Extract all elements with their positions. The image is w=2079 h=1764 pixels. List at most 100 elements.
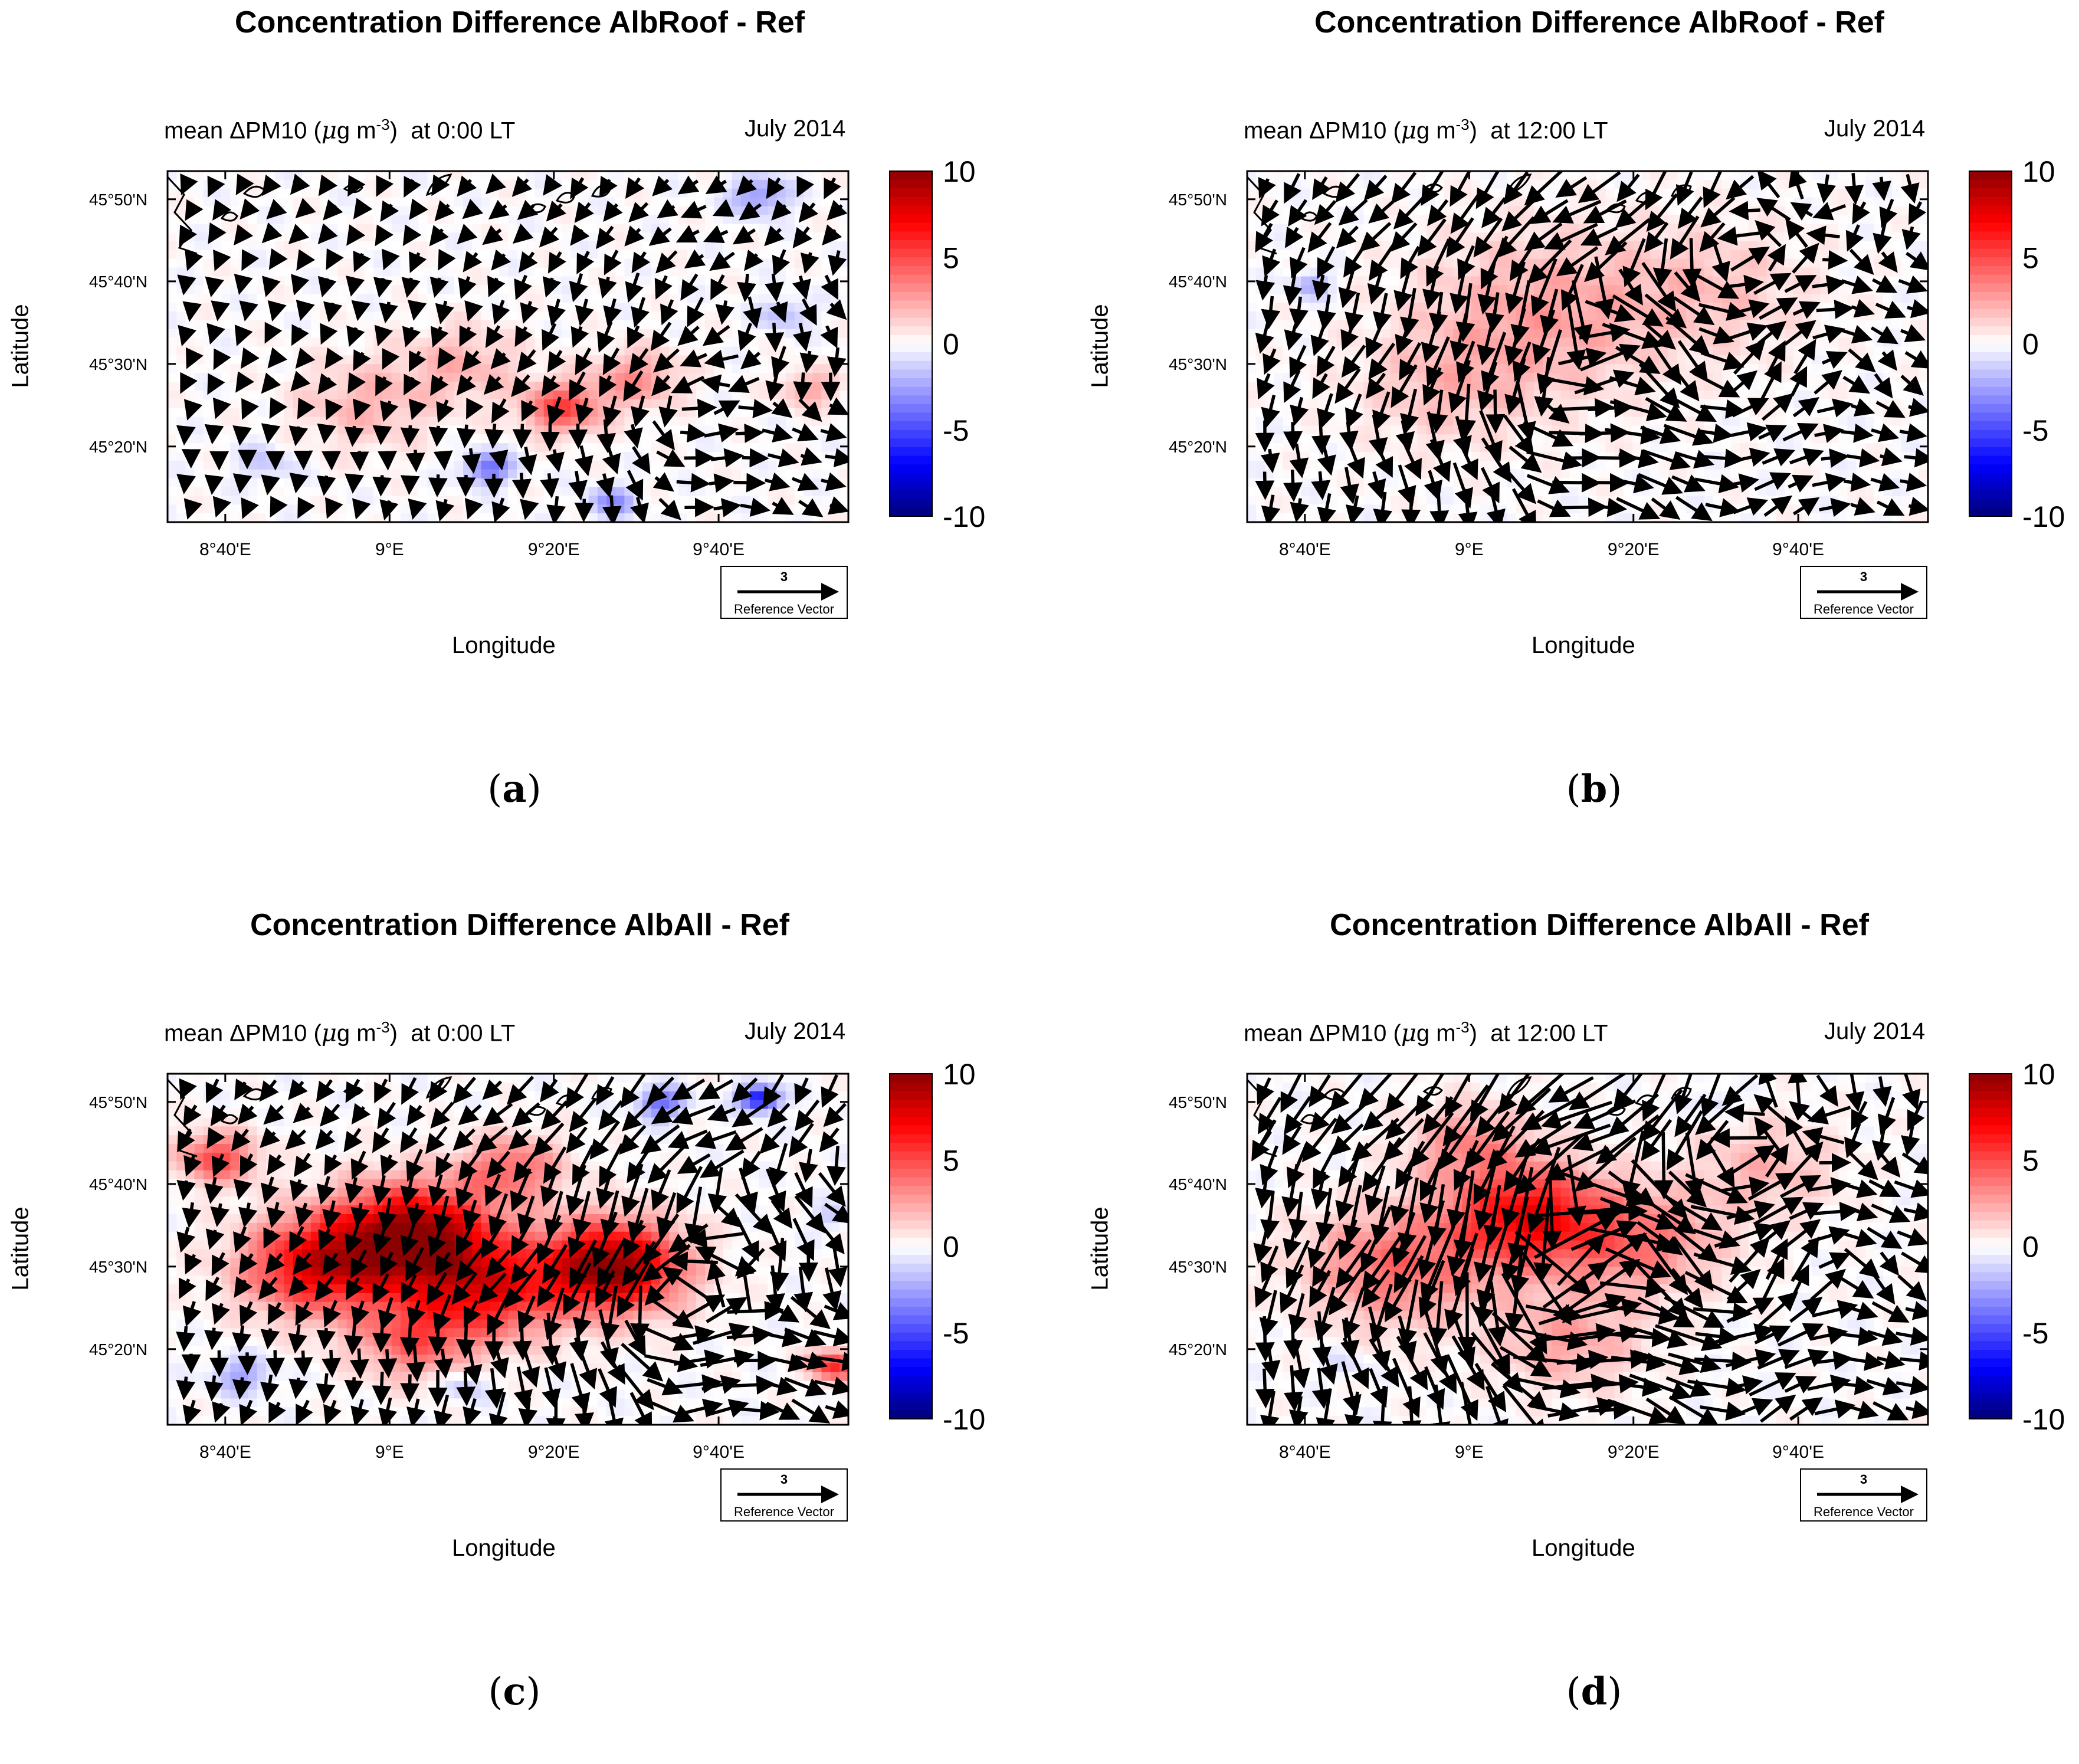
heatmap-cell xyxy=(275,391,284,399)
heatmap-cell xyxy=(1418,443,1427,452)
heatmap-cell xyxy=(382,478,392,487)
heatmap-cell xyxy=(508,399,517,408)
heatmap-cell xyxy=(598,504,607,513)
heatmap-cell xyxy=(1579,496,1588,504)
heatmap-cell xyxy=(1328,425,1337,434)
heatmap-cell xyxy=(311,478,320,487)
heatmap-cell xyxy=(1471,206,1481,215)
heatmap-cell xyxy=(248,277,258,286)
heatmap-cell xyxy=(338,198,347,206)
heatmap-cell xyxy=(248,373,258,382)
heatmap-cell xyxy=(732,198,742,206)
heatmap-cell xyxy=(284,347,293,356)
heatmap-cell xyxy=(1444,355,1454,364)
heatmap-cell xyxy=(401,171,410,180)
heatmap-cell xyxy=(508,198,517,206)
heatmap-cell xyxy=(535,303,545,312)
heatmap-cell xyxy=(365,470,374,478)
heatmap-cell xyxy=(812,268,822,277)
heatmap-cell xyxy=(418,303,428,312)
heatmap-cell xyxy=(759,250,768,259)
heatmap-cell xyxy=(365,355,374,364)
heatmap-cell xyxy=(1525,303,1534,312)
wind-vector xyxy=(415,450,416,466)
heatmap-cell xyxy=(1373,241,1382,250)
heatmap-cell xyxy=(1247,241,1257,250)
heatmap-cell xyxy=(768,171,777,180)
heatmap-cell xyxy=(1444,215,1454,224)
heatmap-cell xyxy=(1363,355,1373,364)
heatmap-cell xyxy=(248,241,258,250)
heatmap-cell xyxy=(562,259,571,268)
heatmap-cell xyxy=(535,470,545,478)
heatmap-cell xyxy=(1444,294,1454,303)
heatmap-cell xyxy=(1516,470,1526,478)
heatmap-cell xyxy=(615,513,625,522)
heatmap-cell xyxy=(1471,180,1481,189)
heatmap-cell xyxy=(696,487,706,496)
heatmap-cell xyxy=(768,355,777,364)
heatmap-cell xyxy=(427,496,437,504)
heatmap-cell xyxy=(1399,171,1409,180)
heatmap-cell xyxy=(768,224,777,232)
heatmap-cell xyxy=(723,364,732,373)
heatmap-cell xyxy=(1363,443,1373,452)
heatmap-cell xyxy=(499,470,509,478)
heatmap-cell xyxy=(1355,215,1364,224)
heatmap-cell xyxy=(365,189,374,198)
heatmap-cell xyxy=(204,171,213,180)
heatmap-cell xyxy=(615,303,625,312)
heatmap-cell xyxy=(248,443,258,452)
heatmap-cell xyxy=(1310,277,1319,286)
heatmap-cell xyxy=(338,452,347,461)
heatmap-cell xyxy=(1462,338,1471,347)
heatmap-cell xyxy=(445,487,455,496)
heatmap-cell xyxy=(221,189,231,198)
heatmap-cell xyxy=(284,224,293,232)
heatmap-cell xyxy=(840,224,849,232)
heatmap-cell xyxy=(759,329,768,338)
heatmap-cell xyxy=(1444,347,1454,356)
heatmap-cell xyxy=(1247,320,1257,329)
heatmap-cell xyxy=(230,443,240,452)
heatmap-cell xyxy=(437,443,446,452)
heatmap-cell xyxy=(1247,391,1257,399)
heatmap-cell xyxy=(1301,417,1310,426)
heatmap-cell xyxy=(678,364,688,373)
heatmap-cell xyxy=(454,259,464,268)
heatmap-cell xyxy=(266,338,276,347)
heatmap-cell xyxy=(1579,417,1588,426)
heatmap-cell xyxy=(1418,312,1427,320)
heatmap-cell xyxy=(1328,312,1337,320)
heatmap-cell xyxy=(221,355,231,364)
heatmap-cell xyxy=(168,268,177,277)
heatmap-cell xyxy=(1471,268,1481,277)
heatmap-cell xyxy=(615,373,625,382)
heatmap-cell xyxy=(204,513,213,522)
heatmap-cell xyxy=(212,417,222,426)
heatmap-cell xyxy=(320,391,329,399)
heatmap-cell xyxy=(418,189,428,198)
heatmap-cell xyxy=(759,487,768,496)
heatmap-cell xyxy=(311,496,320,504)
heatmap-cell xyxy=(1391,487,1400,496)
heatmap-cell xyxy=(284,443,293,452)
heatmap-cell xyxy=(598,399,607,408)
heatmap-cell xyxy=(392,294,401,303)
heatmap-cell xyxy=(463,250,473,259)
heatmap-cell xyxy=(1301,461,1310,470)
heatmap-cell xyxy=(642,434,652,443)
heatmap-cell xyxy=(311,171,320,180)
heatmap-cell xyxy=(714,320,723,329)
heatmap-cell xyxy=(293,215,303,224)
heatmap-cell xyxy=(821,241,831,250)
heatmap-cell xyxy=(356,443,365,452)
heatmap-cell xyxy=(1534,373,1543,382)
heatmap-cell xyxy=(248,382,258,391)
heatmap-cell xyxy=(651,504,661,513)
heatmap-cell xyxy=(365,373,374,382)
heatmap-cell xyxy=(1363,496,1373,504)
heatmap-cell xyxy=(750,487,759,496)
heatmap-cell xyxy=(732,206,742,215)
heatmap-cell xyxy=(1256,504,1265,513)
